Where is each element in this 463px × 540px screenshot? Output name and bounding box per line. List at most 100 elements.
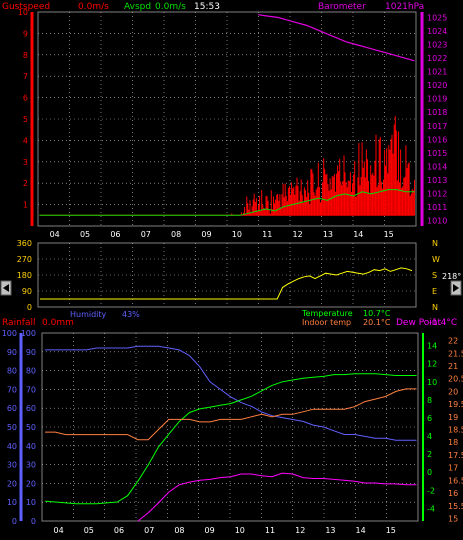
temp-value: 10.7°C	[363, 309, 391, 318]
y-left-tick-label: 80	[7, 367, 17, 376]
y-left-tick-label: 0	[12, 517, 17, 526]
y-right-tick-label: 1021	[427, 68, 447, 77]
climate-panel: 0102030405060708090100010203040506070809…	[2, 329, 463, 535]
y-right-tick-label: 1011	[427, 203, 447, 212]
x-tick-label: 11	[262, 230, 272, 239]
y-right1-tick-label: 2	[427, 450, 432, 459]
arrow-left-icon	[3, 284, 9, 292]
x-tick-label: 15	[386, 526, 396, 535]
x-tick-label: 12	[295, 526, 305, 535]
y-right-tick-label: 1019	[427, 95, 447, 104]
y-left2-tick-label: 80	[26, 367, 36, 376]
y-right1-tick-label: 14	[427, 342, 437, 351]
y-left2-tick-label: 40	[26, 442, 36, 451]
y-left-tick-label: 100	[2, 329, 17, 338]
x-tick-label: 04	[50, 230, 60, 239]
y-left-tick-label: 8	[23, 51, 28, 60]
y-right2-tick-label: 21.5	[448, 349, 463, 358]
x-tick-label: 14	[356, 526, 366, 535]
avg-label: Avspd	[124, 2, 151, 12]
y-right2-tick-label: 18.5	[448, 426, 463, 435]
y-left-tick-label: 4	[23, 136, 28, 145]
y-right1-tick-label: 6	[427, 414, 432, 423]
y-right1-tick-label: -2	[427, 486, 435, 495]
x-tick-label: 09	[201, 230, 211, 239]
y-left2-tick-label: 70	[26, 385, 36, 394]
y-right-tick-label: 1013	[427, 176, 447, 185]
y-right1-tick-label: 12	[427, 360, 437, 369]
series-direction	[40, 267, 413, 300]
compass-label: E	[432, 287, 437, 296]
y-left-tick-label: 6	[23, 94, 28, 103]
x-tick-label: 04	[54, 526, 64, 535]
y-left-tick-label: 180	[17, 271, 32, 280]
y-right2-tick-label: 17.5	[448, 451, 463, 460]
y-left-tick-label: 3	[23, 158, 28, 167]
y-left-tick-label: 9	[23, 29, 28, 38]
y-left2-tick-label: 100	[21, 329, 36, 338]
y-right1-tick-label: 0	[427, 468, 432, 477]
y-left2-tick-label: 90	[26, 348, 36, 357]
avg-value: 0.0m/s	[155, 2, 186, 12]
arrow-right-icon	[453, 284, 459, 292]
x-tick-label: 06	[114, 526, 124, 535]
indoor-value: 20.1°C	[363, 318, 391, 327]
y-left-tick-label: 60	[7, 404, 17, 413]
compass-label: S	[432, 271, 437, 280]
gust-label: Gustspeed	[2, 2, 50, 12]
gust-value: 0.0m/s	[78, 2, 109, 12]
y-right2-tick-label: 20	[448, 387, 458, 396]
y-right-tick-label: 1010	[427, 217, 447, 226]
indoor-label: Indoor temp	[302, 318, 351, 327]
y-right2-tick-label: 17	[448, 464, 458, 473]
y-left-tick-label: 1	[23, 201, 28, 210]
x-tick-label: 05	[84, 526, 94, 535]
temp-label: Temperature	[301, 309, 353, 318]
y-right-tick-label: 1012	[427, 189, 447, 198]
x-tick-label: 10	[232, 230, 242, 239]
y-right1-tick-label: 8	[427, 396, 432, 405]
y-right-tick-label: 1014	[427, 162, 447, 171]
y-right-tick-label: 1015	[427, 149, 447, 158]
x-tick-label: 13	[325, 526, 335, 535]
dew-label: Dew Point	[396, 318, 442, 328]
y-right2-tick-label: 19	[448, 413, 458, 422]
x-tick-label: 09	[205, 526, 215, 535]
x-tick-label: 13	[323, 230, 333, 239]
y-left2-tick-label: 10	[26, 498, 36, 507]
y-right-tick-label: 1024	[427, 27, 447, 36]
y-left-tick-label: 40	[7, 442, 17, 451]
y-right2-tick-label: 16.5	[448, 476, 463, 485]
rain-value: 0.0mm	[42, 318, 74, 328]
humidity-label: Humidity	[70, 310, 107, 319]
x-tick-label: 11	[265, 526, 275, 535]
x-tick-label: 07	[141, 230, 151, 239]
y-right2-tick-label: 18	[448, 438, 458, 447]
y-left-tick-label: 90	[22, 287, 32, 296]
y-right1-tick-label: 4	[427, 432, 432, 441]
scroll-right-button[interactable]	[450, 280, 462, 296]
compass-label: N	[432, 303, 438, 312]
compass-label: W	[432, 255, 440, 264]
scroll-left-button[interactable]	[0, 280, 12, 296]
wind-panel: 1234567891010101011101210131014101510161…	[18, 8, 448, 239]
y-left-tick-label: 10	[18, 8, 28, 17]
x-tick-label: 10	[235, 526, 245, 535]
x-tick-label: 12	[292, 230, 302, 239]
y-left-tick-label: 2	[23, 179, 28, 188]
baro-value: 1021hPa	[385, 2, 424, 12]
y-right2-tick-label: 15	[448, 514, 458, 523]
y-left-tick-label: 30	[7, 461, 17, 470]
y-right-tick-label: 1025	[427, 13, 447, 22]
x-tick-label: 08	[174, 526, 184, 535]
y-left-tick-label: 90	[7, 348, 17, 357]
humidity-value: 43%	[122, 310, 140, 319]
x-tick-label: 15	[384, 230, 394, 239]
x-tick-label: 08	[171, 230, 181, 239]
rain-label: Rainfall	[2, 318, 35, 328]
y-left2-tick-label: 30	[26, 461, 36, 470]
y-left2-tick-label: 60	[26, 404, 36, 413]
y-right2-tick-label: 21	[448, 362, 458, 371]
